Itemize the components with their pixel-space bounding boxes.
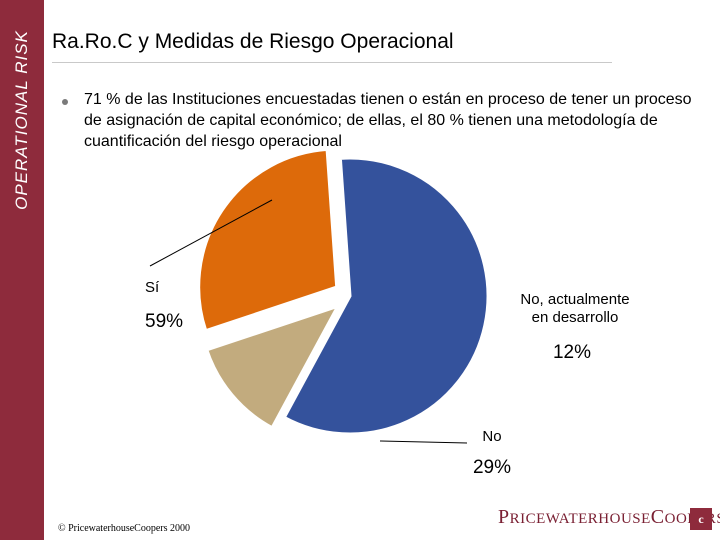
copyright-note: © PricewaterhouseCoopers 2000 bbox=[58, 523, 191, 534]
leader-line-0 bbox=[149, 199, 273, 267]
bullet-dot-icon bbox=[62, 99, 68, 105]
slice-label-0: Sí bbox=[145, 279, 160, 296]
pie-slice-2 bbox=[197, 147, 339, 333]
logo-mark-icon: c bbox=[690, 508, 712, 530]
pie-slice-1 bbox=[204, 303, 341, 430]
slice-value-1: 12% bbox=[553, 342, 591, 363]
title-divider bbox=[52, 62, 612, 63]
bullet-text: 71 % de las Instituciones encuestadas ti… bbox=[84, 91, 692, 150]
slice-value-2: 29% bbox=[473, 457, 511, 478]
side-band: OPERATIONAL RISK bbox=[0, 0, 44, 540]
slice-label-1: No, actualmente en desarrollo bbox=[520, 291, 629, 326]
company-logo: PRICEWATERHOUSECOOPERS bbox=[498, 506, 720, 528]
slide-title: Ra.Ro.C y Medidas de Riesgo Operacional bbox=[52, 30, 454, 53]
slice-label-2: No bbox=[482, 428, 501, 445]
slice-value-0: 59% bbox=[145, 311, 183, 332]
pie-slice-0 bbox=[282, 156, 490, 436]
leader-line-2 bbox=[379, 440, 468, 444]
